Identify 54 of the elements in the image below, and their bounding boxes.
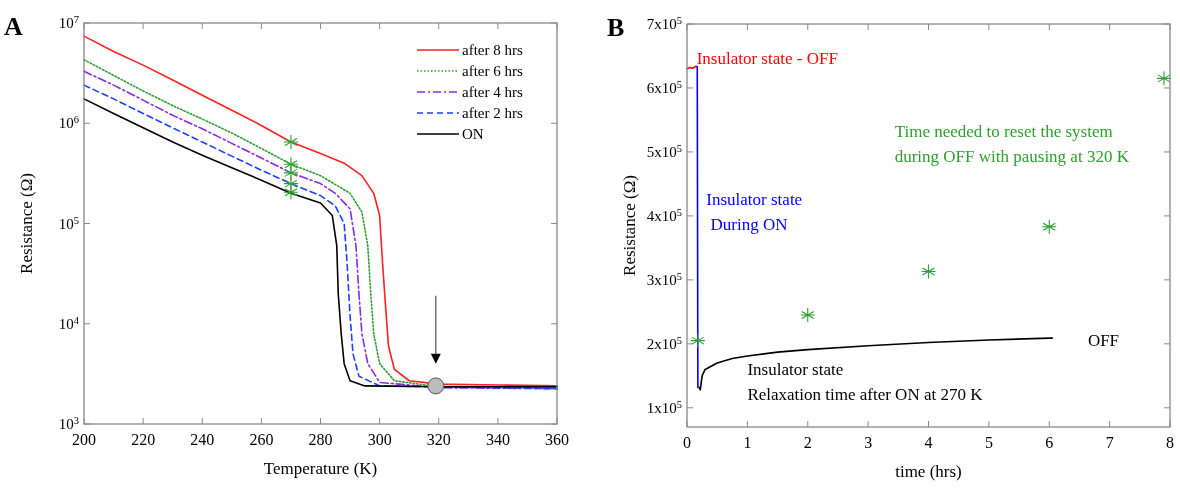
x-tick-label: 220 — [131, 431, 156, 448]
x-tick-label: 260 — [249, 431, 274, 448]
y-axis-title: Resistance (Ω) — [620, 175, 639, 276]
y-tick-label: 5x10$^{5}$ — [646, 142, 682, 160]
point — [283, 134, 299, 150]
y-tick-label: 10$^{6}$ — [58, 113, 79, 132]
y-tick-label: 10$^{5}$ — [58, 214, 79, 232]
x-tick-label: 0 — [683, 434, 691, 451]
annotation: Time needed to reset the system during OFF with pausing at 320 K — [894, 121, 1130, 166]
annotation: OFF — [1087, 331, 1120, 351]
x-tick-label: 300 — [367, 431, 392, 448]
point — [690, 333, 706, 349]
x-tick-label: 320 — [426, 431, 451, 448]
chart-title: A — [4, 12, 23, 41]
y-tick-label: 10$^{7}$ — [58, 13, 79, 31]
x-tick-label: 200 — [72, 431, 96, 448]
x-tick-label: 240 — [190, 431, 215, 448]
x-tick-label: 4 — [924, 434, 933, 451]
x-tick-label: 5 — [984, 434, 993, 451]
y-tick-label: 1x10$^{5}$ — [646, 398, 682, 416]
legend-label: after 8 hrs — [462, 42, 523, 58]
y-tick-label: 10$^{4}$ — [58, 314, 80, 332]
x-tick-label: 7 — [1105, 434, 1114, 451]
legend-label: ON — [462, 126, 484, 142]
annotation: Insulator state During ON — [706, 190, 803, 235]
y-tick-label: 10$^{3}$ — [58, 414, 79, 432]
x-tick-label: 3 — [864, 434, 873, 451]
x-tick-label: 8 — [1166, 434, 1174, 451]
point — [427, 377, 445, 395]
y-tick-label: 6x10$^{5}$ — [646, 78, 682, 96]
point — [800, 307, 816, 323]
annotation: Insulator state Relaxation time after ON at 270 K — [747, 359, 984, 404]
y-axis-title: Resistance (Ω) — [17, 173, 36, 274]
x-axis-title: time (hrs) — [895, 462, 962, 481]
point — [1041, 219, 1057, 235]
x-tick-label: 360 — [545, 431, 569, 448]
x-tick-label: 2 — [803, 434, 812, 451]
x-tick-label: 6 — [1045, 434, 1054, 451]
x-axis-title: Temperature (K) — [263, 459, 378, 478]
legend-label: after 4 hrs — [462, 84, 523, 100]
point — [1156, 70, 1172, 86]
x-tick-label: 280 — [308, 431, 333, 448]
legend-label: after 6 hrs — [462, 63, 523, 79]
legend-label: after 2 hrs — [462, 105, 523, 121]
annotation: Insulator state - OFF — [696, 49, 838, 69]
x-tick-label: 340 — [485, 431, 510, 448]
y-tick-label: 3x10$^{5}$ — [646, 270, 682, 288]
y-tick-label: 4x10$^{5}$ — [646, 206, 682, 224]
y-tick-label: 7x10$^{5}$ — [646, 14, 682, 32]
point — [920, 264, 937, 280]
y-tick-label: 2x10$^{5}$ — [646, 334, 682, 352]
point — [283, 184, 299, 200]
x-tick-label: 1 — [743, 434, 752, 451]
chart-title: B — [607, 13, 625, 42]
